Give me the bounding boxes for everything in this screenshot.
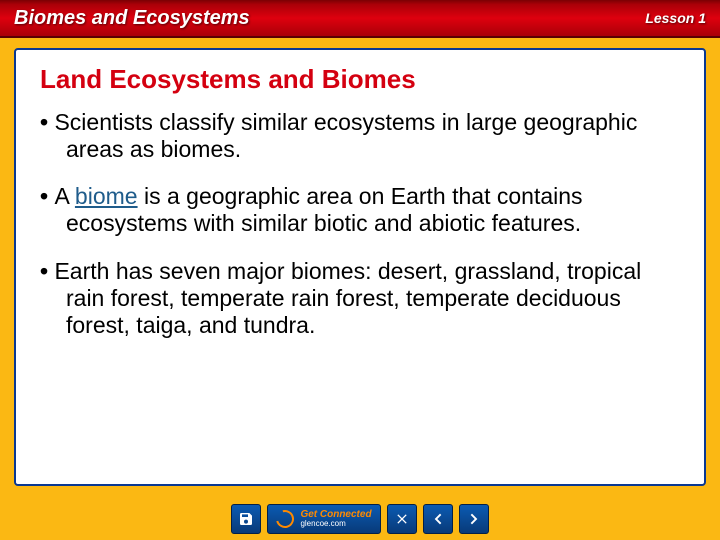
connect-bot: glencoe.com [300,520,371,528]
get-connected-button[interactable]: Get Connected glencoe.com [267,504,380,534]
nav-footer: Get Connected glencoe.com [0,504,720,534]
next-button[interactable] [459,504,489,534]
content-card: Land Ecosystems and Biomes Scientists cl… [14,48,706,486]
slide-frame: Biomes and Ecosystems Lesson 1 Land Ecos… [0,0,720,540]
chevron-right-icon [466,511,482,527]
header-title: Biomes and Ecosystems [14,7,250,30]
lesson-label: Lesson 1 [645,10,706,26]
chevron-left-icon [430,511,446,527]
header-bar: Biomes and Ecosystems Lesson 1 [0,0,720,38]
bullet-item: Earth has seven major biomes: desert, gr… [40,258,680,339]
floppy-icon [238,511,254,527]
bullet-text: Scientists classify similar ecosystems i… [54,109,637,162]
vocab-term: biome [75,183,138,209]
bullet-item: Scientists classify similar ecosystems i… [40,109,680,163]
close-button[interactable] [387,504,417,534]
close-icon [394,511,410,527]
prev-button[interactable] [423,504,453,534]
bullet-pre: A [54,183,74,209]
bullet-item: A biome is a geographic area on Earth th… [40,183,680,237]
save-button[interactable] [231,504,261,534]
bullet-text: Earth has seven major biomes: desert, gr… [54,258,641,338]
connect-label: Get Connected glencoe.com [300,510,371,528]
bullet-list: Scientists classify similar ecosystems i… [40,109,680,339]
bullet-post: is a geographic area on Earth that conta… [66,183,583,236]
card-title: Land Ecosystems and Biomes [40,64,680,95]
swirl-icon [273,507,298,532]
